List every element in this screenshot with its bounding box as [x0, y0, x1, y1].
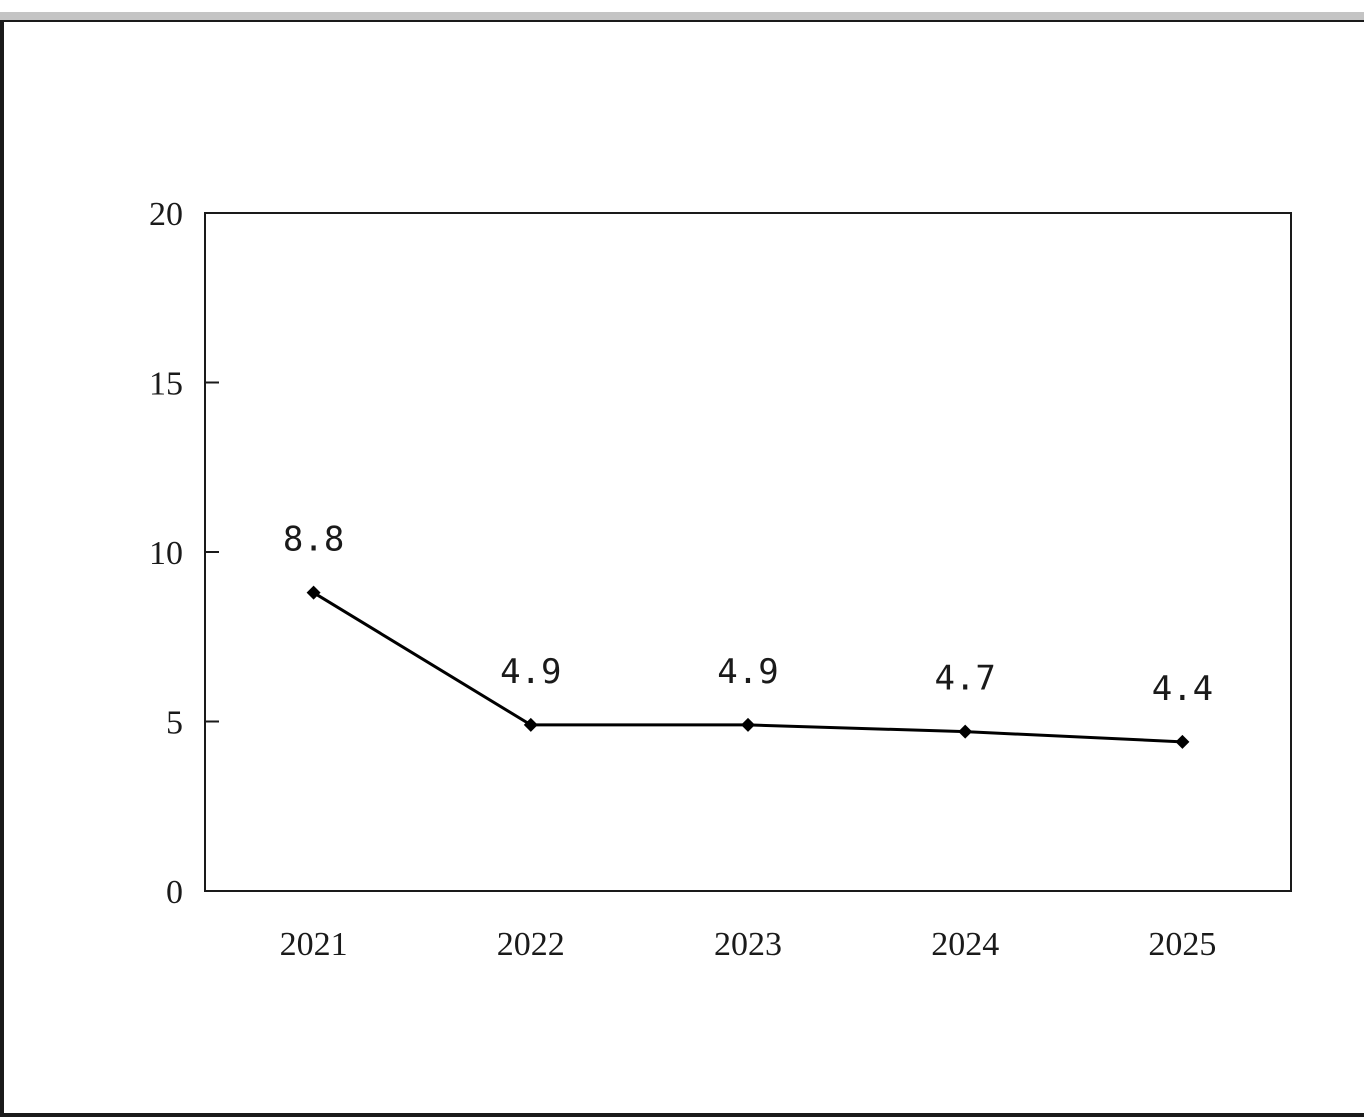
data-point-marker: [523, 717, 538, 732]
data-label: 4.7: [934, 659, 995, 699]
y-axis: 0 5 10 15 20: [149, 196, 219, 911]
y-tick-label: 15: [149, 366, 183, 403]
y-tick-label: 10: [149, 535, 183, 572]
data-label: 4.9: [500, 652, 561, 692]
data-label: 8.8: [283, 520, 344, 560]
data-label: 4.4: [1152, 669, 1213, 709]
data-point-marker: [306, 585, 321, 600]
data-point-marker: [958, 724, 973, 739]
x-tick-label: 2023: [714, 926, 782, 963]
x-tick-label: 2025: [1148, 926, 1216, 963]
y-tick-label: 5: [166, 705, 183, 742]
x-tick-label: 2024: [931, 926, 999, 963]
chart-frame: [0, 20, 1364, 1117]
data-label-layer: 8.8 4.9 4.9 4.7 4.4: [283, 520, 1213, 709]
x-tick-label: 2022: [497, 926, 565, 963]
data-label: 4.9: [717, 652, 778, 692]
y-tick-label: 0: [166, 874, 183, 911]
x-tick-label: 2021: [280, 926, 348, 963]
series-layer: [306, 585, 1190, 749]
x-axis: 2021 2022 2023 2024 2025: [280, 926, 1217, 963]
plot-area-border: [204, 212, 1292, 892]
top-rule: [0, 12, 1364, 22]
data-point-marker: [741, 717, 755, 732]
y-tick-label: 20: [149, 196, 183, 233]
data-point-marker: [1175, 734, 1190, 749]
top-band: [0, 0, 1364, 12]
